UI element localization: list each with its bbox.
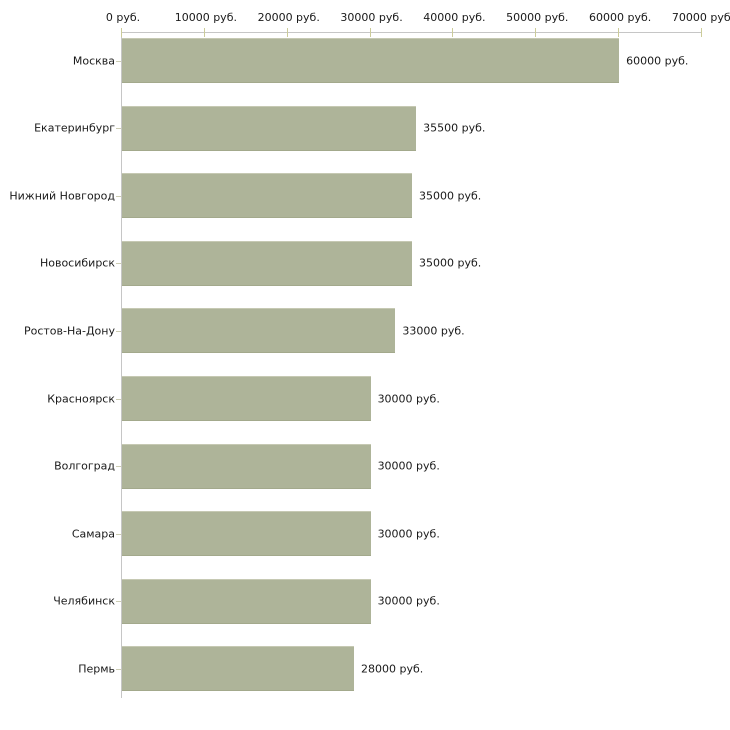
x-axis-tick — [121, 28, 122, 37]
bar-москва — [122, 38, 620, 83]
bar-пермь — [122, 646, 354, 692]
bar-нижний-новгород — [122, 173, 412, 219]
category-label: Самара — [71, 527, 115, 541]
x-axis-line — [121, 32, 701, 33]
bar-челябинск — [122, 578, 371, 624]
value-label: 30000 руб. — [377, 527, 440, 541]
category-label: Москва — [72, 54, 115, 67]
category-label: Нижний Новгород — [9, 189, 115, 203]
category-tick — [116, 534, 121, 535]
category-tick — [116, 399, 121, 400]
x-axis-tick-label: 20000 руб. — [257, 11, 320, 24]
x-axis-tick-label: 40000 руб. — [423, 11, 486, 24]
category-label: Ростов-На-Дону — [23, 324, 115, 338]
x-axis-tick — [286, 28, 288, 37]
category-tick — [116, 669, 121, 670]
value-label: 35500 руб. — [423, 121, 486, 135]
category-label: Красноярск — [47, 392, 115, 405]
x-axis-tick-label: 50000 руб. — [506, 11, 569, 24]
x-axis-tick — [369, 28, 371, 37]
category-label: Новосибирск — [39, 256, 115, 270]
x-axis-tick-label: 10000 руб. — [174, 11, 237, 24]
category-tick — [116, 263, 121, 264]
category-label: Пермь — [78, 662, 115, 676]
value-label: 30000 руб. — [377, 392, 440, 405]
x-axis-tick-label: 70000 руб. — [671, 11, 730, 24]
category-label: Екатеринбург — [34, 121, 115, 135]
value-label: 30000 руб. — [377, 594, 440, 608]
x-axis-tick-label: 0 руб. — [105, 11, 141, 24]
x-axis-tick-label: 30000 руб. — [340, 11, 403, 24]
value-label: 60000 руб. — [626, 54, 689, 67]
value-label: 30000 руб. — [377, 459, 440, 473]
bar-екатеринбург — [122, 105, 417, 151]
category-tick — [116, 61, 121, 62]
value-label: 35000 руб. — [419, 256, 482, 270]
x-axis-tick — [535, 28, 537, 37]
x-axis-tick — [618, 28, 620, 37]
category-tick — [116, 196, 121, 197]
value-label: 33000 руб. — [402, 324, 465, 338]
x-axis-tick — [701, 28, 702, 37]
x-axis-tick — [452, 28, 454, 37]
category-tick — [116, 128, 121, 129]
x-axis-tick — [203, 28, 205, 37]
value-label: 28000 руб. — [361, 662, 424, 676]
bar-новосибирск — [122, 240, 412, 286]
x-axis-tick-label: 60000 руб. — [589, 11, 652, 24]
y-axis-line — [121, 32, 122, 698]
bar-самара — [122, 511, 371, 557]
category-label: Волгоград — [54, 459, 115, 473]
value-label: 35000 руб. — [419, 189, 482, 203]
category-label: Челябинск — [53, 594, 115, 608]
category-tick — [116, 466, 121, 467]
category-tick — [116, 601, 121, 602]
bar-ростов-на-дону — [122, 308, 396, 354]
bar-красноярск — [122, 376, 371, 421]
category-tick — [116, 331, 121, 332]
bar-волгоград — [122, 443, 371, 489]
